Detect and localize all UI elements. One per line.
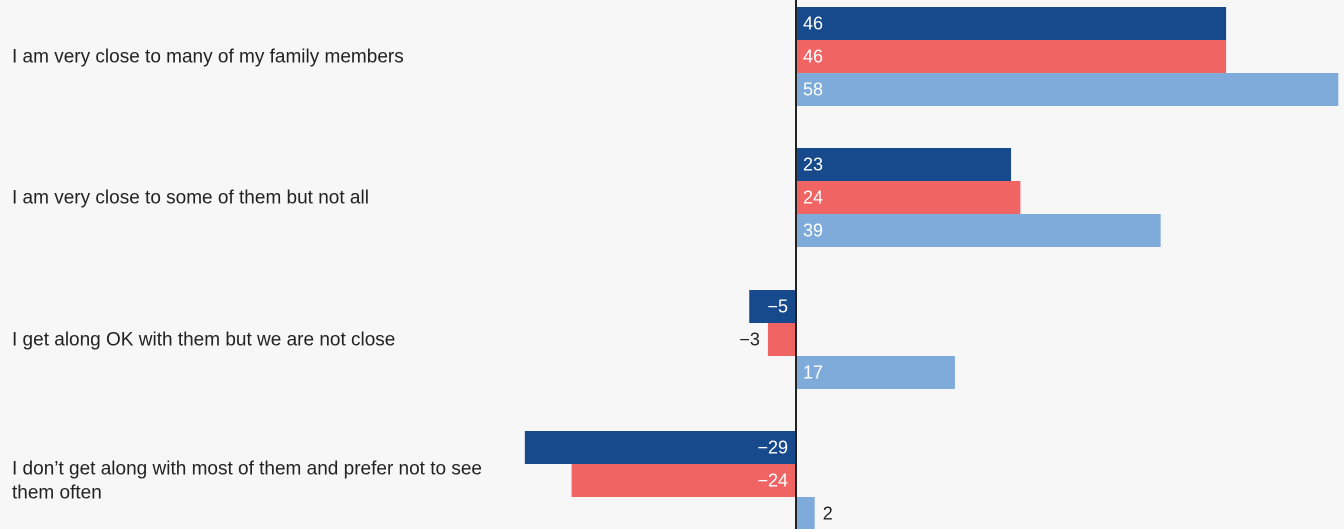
- category-label-3: I don’t get along with most of them and …: [12, 459, 482, 504]
- value-label-2-2: 17: [803, 363, 823, 383]
- value-label-2-1: −3: [739, 330, 760, 350]
- category-label-0: I am very close to many of my family mem…: [12, 47, 404, 68]
- value-label-1-2: 39: [803, 221, 823, 241]
- value-label-2-0: −5: [767, 297, 788, 317]
- value-label-3-2: 2: [823, 504, 833, 524]
- category-labels-layer: I am very close to many of my family mem…: [12, 47, 482, 504]
- bars-layer: [524, 7, 1339, 529]
- bar-3-1: [571, 464, 796, 497]
- bar-0-0: [796, 7, 1227, 40]
- value-labels-layer: 46 46 58 23 24 39 −5 −3 17 −29 −24 2: [739, 14, 832, 524]
- category-label-2: I get along OK with them but we are not …: [12, 330, 395, 351]
- bar-2-0: [749, 290, 796, 323]
- value-label-1-1: 24: [803, 188, 823, 208]
- bar-3-0: [524, 431, 796, 464]
- bar-1-1: [796, 181, 1021, 214]
- bar-2-1: [767, 323, 796, 356]
- bar-2-2: [796, 356, 955, 389]
- value-label-1-0: 23: [803, 155, 823, 175]
- value-label-3-0: −29: [757, 438, 788, 458]
- value-label-0-1: 46: [803, 47, 823, 67]
- bar-1-0: [796, 148, 1012, 181]
- bar-1-2: [796, 214, 1161, 247]
- bar-0-2: [796, 73, 1339, 106]
- bar-0-1: [796, 40, 1227, 73]
- category-label-1: I am very close to some of them but not …: [12, 188, 369, 209]
- value-label-0-2: 58: [803, 80, 823, 100]
- value-label-3-1: −24: [757, 471, 788, 491]
- value-label-0-0: 46: [803, 14, 823, 34]
- bar-3-2: [796, 497, 815, 529]
